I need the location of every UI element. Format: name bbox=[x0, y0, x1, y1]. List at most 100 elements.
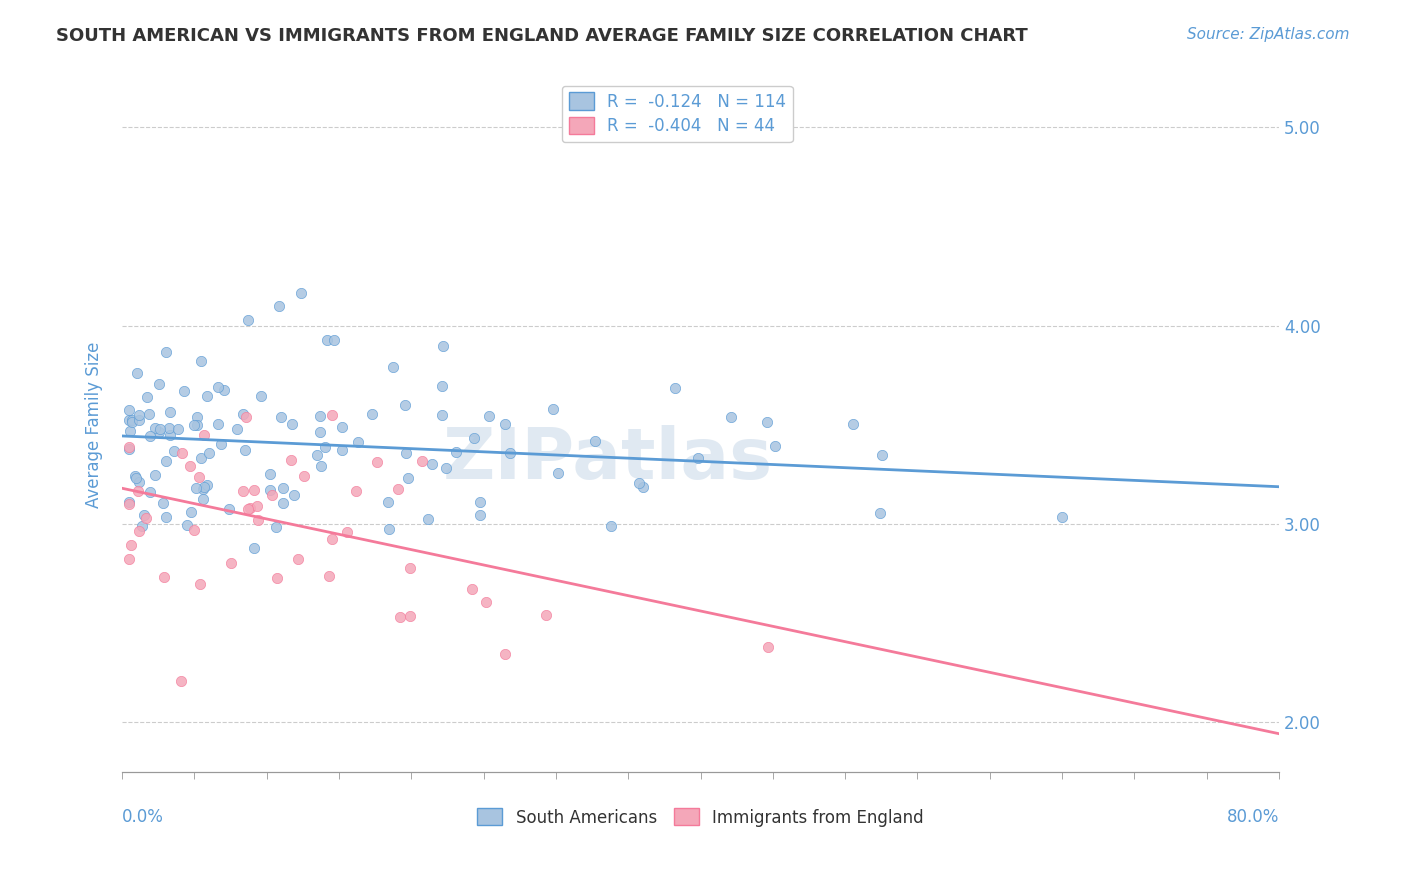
Point bbox=[191, 491, 214, 506]
Point bbox=[316, 333, 339, 347]
Point bbox=[842, 417, 865, 431]
Point bbox=[173, 384, 195, 398]
Point bbox=[157, 421, 180, 435]
Point bbox=[266, 571, 288, 585]
Point bbox=[378, 522, 401, 536]
Point bbox=[475, 595, 498, 609]
Point bbox=[233, 443, 256, 458]
Point bbox=[121, 412, 143, 426]
Point bbox=[536, 607, 558, 622]
Point bbox=[309, 409, 332, 424]
Text: 80.0%: 80.0% bbox=[1226, 808, 1279, 826]
Point bbox=[193, 480, 215, 494]
Point bbox=[120, 538, 142, 552]
Point bbox=[434, 461, 457, 475]
Text: SOUTH AMERICAN VS IMMIGRANTS FROM ENGLAND AVERAGE FAMILY SIZE CORRELATION CHART: SOUTH AMERICAN VS IMMIGRANTS FROM ENGLAN… bbox=[56, 27, 1028, 45]
Point bbox=[430, 378, 453, 392]
Point bbox=[152, 496, 174, 510]
Point bbox=[583, 434, 606, 449]
Point bbox=[155, 344, 177, 359]
Point bbox=[686, 450, 709, 465]
Point bbox=[148, 425, 170, 439]
Point bbox=[183, 418, 205, 433]
Point bbox=[396, 471, 419, 485]
Point bbox=[290, 285, 312, 300]
Point bbox=[209, 437, 232, 451]
Point bbox=[135, 390, 157, 404]
Point bbox=[188, 577, 211, 591]
Point bbox=[281, 417, 304, 432]
Point bbox=[1050, 510, 1073, 524]
Point bbox=[163, 444, 186, 458]
Point bbox=[280, 452, 302, 467]
Point bbox=[259, 467, 281, 481]
Point bbox=[232, 408, 254, 422]
Point bbox=[314, 440, 336, 454]
Point bbox=[394, 398, 416, 412]
Point bbox=[271, 495, 294, 509]
Point bbox=[128, 475, 150, 490]
Point bbox=[478, 409, 501, 423]
Point bbox=[259, 483, 281, 497]
Point bbox=[264, 520, 287, 534]
Text: Source: ZipAtlas.com: Source: ZipAtlas.com bbox=[1187, 27, 1350, 42]
Point bbox=[494, 647, 516, 661]
Point bbox=[318, 569, 340, 583]
Point bbox=[190, 451, 212, 466]
Point bbox=[388, 610, 411, 624]
Point bbox=[186, 481, 208, 495]
Point bbox=[470, 495, 492, 509]
Point bbox=[124, 468, 146, 483]
Legend: South Americans, Immigrants from England: South Americans, Immigrants from England bbox=[471, 802, 931, 833]
Point bbox=[225, 422, 247, 436]
Point bbox=[125, 471, 148, 485]
Point bbox=[198, 446, 221, 460]
Point bbox=[399, 561, 422, 575]
Point bbox=[167, 422, 190, 436]
Point bbox=[188, 469, 211, 483]
Point bbox=[149, 422, 172, 436]
Point bbox=[127, 483, 149, 498]
Point bbox=[246, 513, 269, 527]
Point bbox=[346, 435, 368, 450]
Point bbox=[243, 541, 266, 556]
Point bbox=[420, 457, 443, 471]
Point bbox=[172, 446, 194, 460]
Point bbox=[763, 439, 786, 453]
Point bbox=[260, 488, 283, 502]
Point bbox=[155, 509, 177, 524]
Point bbox=[180, 505, 202, 519]
Point bbox=[118, 413, 141, 427]
Point bbox=[398, 609, 420, 624]
Point bbox=[128, 524, 150, 539]
Point bbox=[195, 478, 218, 492]
Point bbox=[135, 510, 157, 524]
Point bbox=[118, 424, 141, 438]
Point bbox=[416, 511, 439, 525]
Point bbox=[321, 408, 343, 422]
Point bbox=[283, 487, 305, 501]
Point bbox=[169, 673, 191, 688]
Point bbox=[125, 366, 148, 380]
Point bbox=[232, 484, 254, 499]
Point bbox=[218, 502, 240, 516]
Point bbox=[139, 485, 162, 500]
Point bbox=[118, 403, 141, 417]
Point bbox=[382, 360, 405, 375]
Point bbox=[236, 501, 259, 516]
Point bbox=[197, 389, 219, 403]
Point bbox=[118, 495, 141, 509]
Point bbox=[377, 495, 399, 509]
Point bbox=[191, 482, 214, 496]
Point bbox=[138, 407, 160, 421]
Point bbox=[186, 409, 208, 424]
Point bbox=[193, 428, 215, 442]
Point bbox=[430, 408, 453, 422]
Point bbox=[470, 508, 492, 523]
Point bbox=[131, 519, 153, 533]
Point bbox=[631, 480, 654, 494]
Point bbox=[270, 409, 292, 424]
Point bbox=[236, 312, 259, 326]
Point bbox=[321, 533, 343, 547]
Point bbox=[128, 413, 150, 427]
